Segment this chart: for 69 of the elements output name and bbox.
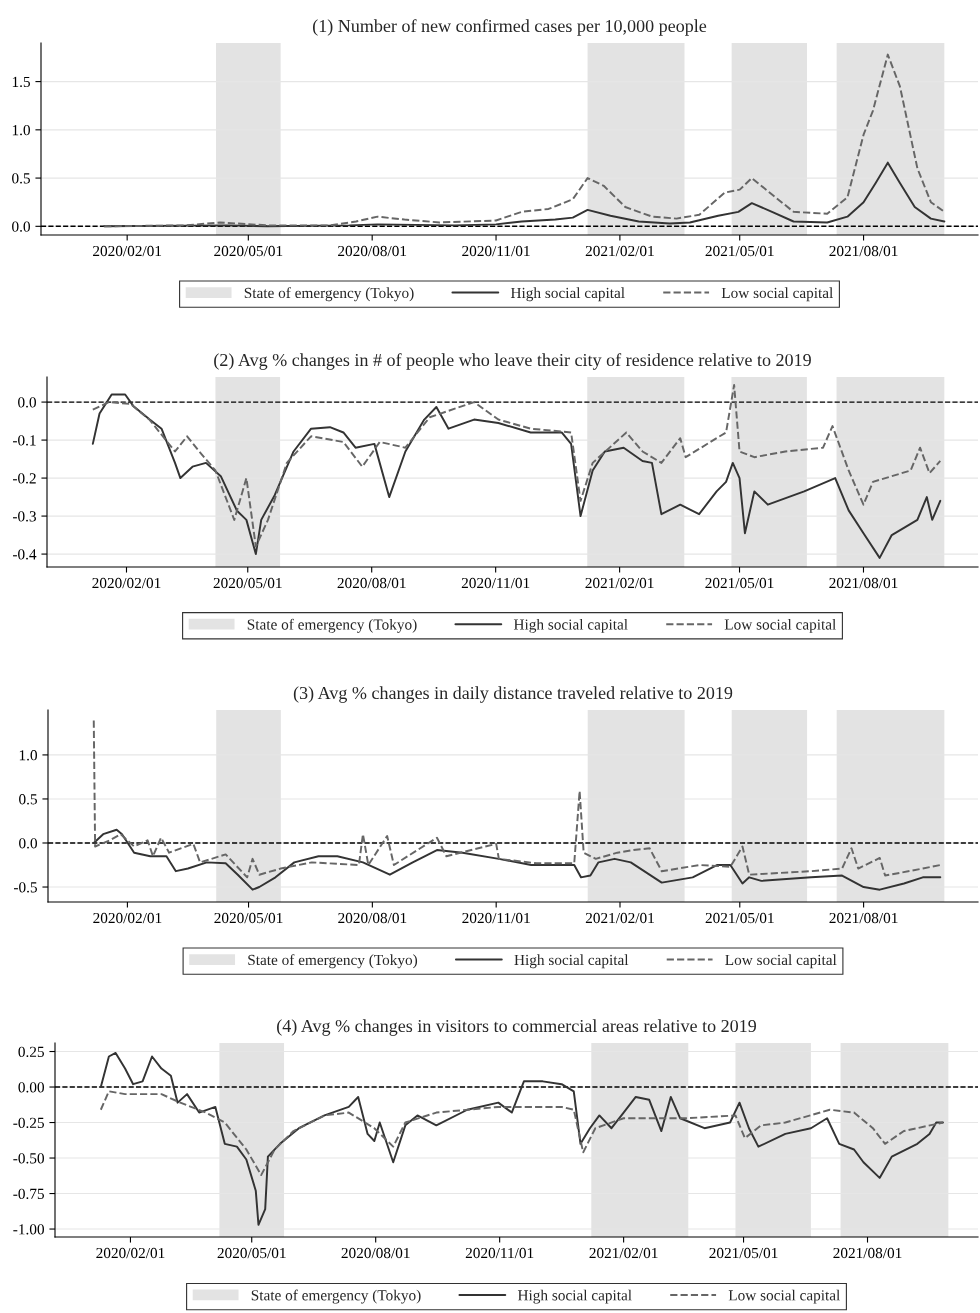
line-series (92, 719, 942, 879)
legend-label: Low social capital (725, 954, 837, 969)
x-tick-label: 2020/08/01 (338, 912, 407, 924)
x-tick-label: 2020/02/01 (93, 245, 162, 257)
line-series (92, 828, 942, 891)
line-series (103, 53, 946, 228)
y-tick-label: -1.00 (13, 1224, 44, 1235)
y-tick-label: -0.1 (12, 435, 36, 446)
x-tick-label: 2021/02/01 (585, 577, 654, 589)
y-tick-label: -0.4 (12, 549, 37, 560)
x-tick-label: 2021/05/01 (705, 912, 774, 924)
y-tick-label: 1.0 (19, 750, 37, 761)
line-series (99, 1051, 944, 1226)
x-tick-label: 2020/11/01 (461, 577, 530, 589)
x-tick-label: 2020/08/01 (341, 1247, 410, 1259)
x-tick-label: 2020/05/01 (217, 1247, 286, 1259)
legend-label: High social capital (510, 287, 625, 302)
y-tick-label: -0.2 (12, 473, 36, 484)
x-tick-label: 2021/08/01 (829, 577, 898, 589)
x-tick-label: 2021/08/01 (829, 912, 898, 924)
chart-title: (3) Avg % changes in daily distance traveled relative to 2019 (293, 686, 733, 703)
x-tick-label: 2021/05/01 (705, 245, 774, 257)
y-tick-label: 0.0 (18, 397, 36, 408)
legend-label: High social capital (513, 618, 628, 633)
line-series (103, 161, 946, 228)
chart-title: (1) Number of new confirmed cases per 10,000 people (313, 19, 707, 36)
x-tick-label: 2020/08/01 (338, 245, 407, 257)
x-tick-label: 2020/05/01 (214, 245, 283, 257)
x-tick-label: 2020/08/01 (337, 577, 406, 589)
x-tick-label: 2020/02/01 (96, 1247, 165, 1259)
legend-label: State of emergency (Tokyo) (248, 954, 418, 969)
legend-label: High social capital (514, 954, 629, 969)
y-tick-label: -0.5 (13, 882, 37, 893)
x-tick-label: 2020/11/01 (462, 912, 530, 924)
x-tick-label: 2020/02/01 (93, 912, 162, 924)
y-tick-label: -0.25 (13, 1117, 44, 1129)
x-tick-label: 2021/05/01 (705, 577, 774, 589)
x-tick-label: 2021/08/01 (829, 245, 898, 257)
x-tick-label: 2021/05/01 (709, 1247, 778, 1259)
y-tick-label: 0.25 (18, 1046, 44, 1058)
chart-title: (4) Avg % changes in visitors to commercial areas relative to 2019 (277, 1019, 757, 1036)
chart-title: (2) Avg % changes in # of people who leave their city of residence relative to 2019 (214, 353, 811, 370)
legend-label: Low social capital (728, 1289, 840, 1304)
x-tick-label: 2021/02/01 (585, 912, 654, 924)
x-tick-label: 2020/05/01 (214, 912, 283, 924)
y-tick-label: 0.0 (19, 838, 37, 849)
y-tick-label: 1.5 (12, 76, 30, 88)
line-series (99, 1090, 944, 1177)
y-tick-label: 0.0 (12, 221, 30, 232)
legend-label: Low social capital (724, 618, 836, 633)
x-tick-label: 2021/08/01 (833, 1247, 902, 1259)
legend-label: Low social capital (721, 287, 833, 302)
legend-label: State of emergency (Tokyo) (251, 1289, 421, 1304)
x-tick-label: 2021/02/01 (589, 1247, 658, 1259)
y-tick-label: 0.00 (18, 1082, 44, 1093)
y-tick-label: -0.75 (13, 1188, 44, 1200)
x-tick-label: 2020/11/01 (465, 1247, 534, 1259)
x-tick-label: 2020/02/01 (92, 577, 161, 589)
x-tick-label: 2020/11/01 (462, 245, 530, 257)
legend-label: State of emergency (Tokyo) (247, 618, 417, 633)
y-tick-label: 0.5 (19, 794, 37, 805)
x-tick-label: 2020/05/01 (213, 577, 282, 589)
legend-label: High social capital (517, 1289, 632, 1304)
y-tick-label: -0.3 (12, 511, 36, 522)
x-tick-label: 2021/02/01 (585, 245, 654, 257)
legend-label: State of emergency (Tokyo) (244, 287, 414, 302)
y-tick-label: 0.5 (12, 173, 30, 184)
y-tick-label: -0.50 (13, 1153, 44, 1164)
y-tick-label: 1.0 (12, 124, 30, 136)
